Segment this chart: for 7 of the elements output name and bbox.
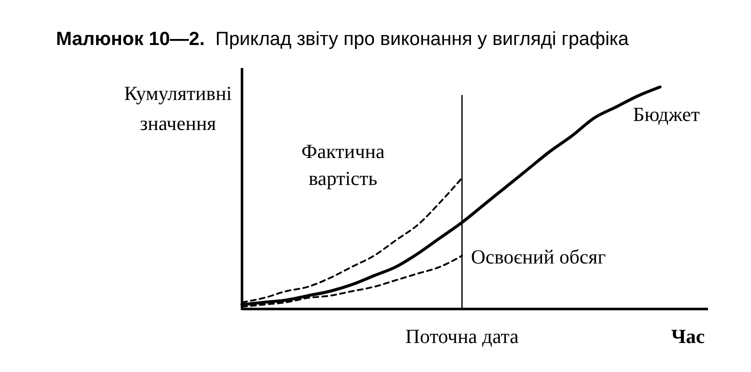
series-label: Освоєний обсяг: [471, 246, 606, 269]
y-axis-title: Кумулятивні значення: [124, 83, 232, 135]
chart-title: Малюнок 10—2. Приклад звіту про виконання у вигляді графіка: [56, 29, 630, 50]
x-axis-title: Час: [671, 326, 705, 348]
series-label: Бюджет: [633, 104, 700, 126]
text: Поточна дата: [405, 326, 519, 348]
text: Фактична вартість: [301, 141, 385, 190]
